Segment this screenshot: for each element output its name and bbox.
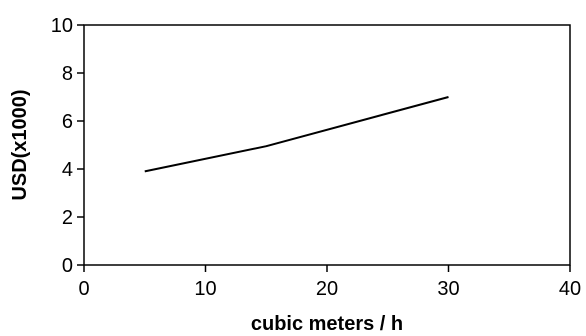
x-tick-label: 10 <box>194 278 216 300</box>
x-tick-label: 30 <box>437 278 459 300</box>
series-line <box>144 96 449 173</box>
y-tick-label: 8 <box>62 63 73 85</box>
y-tick-label: 4 <box>62 159 73 181</box>
x-axis-title: cubic meters / h <box>251 313 403 335</box>
x-tick-label: 0 <box>78 278 89 300</box>
y-tick-label: 0 <box>62 255 73 277</box>
x-tick-label: 20 <box>316 278 338 300</box>
y-tick-label: 10 <box>51 15 73 37</box>
y-tick-label: 6 <box>62 111 73 133</box>
x-tick-label: 40 <box>559 278 581 300</box>
plot-area <box>83 24 571 266</box>
y-axis-ticks: 0 2 4 6 8 10 <box>51 15 84 277</box>
series-layer <box>144 96 449 173</box>
y-tick-label: 2 <box>62 207 73 229</box>
y-axis-title: USD(x1000) <box>9 89 31 200</box>
x-axis-ticks: 0 10 20 30 40 <box>78 265 581 300</box>
